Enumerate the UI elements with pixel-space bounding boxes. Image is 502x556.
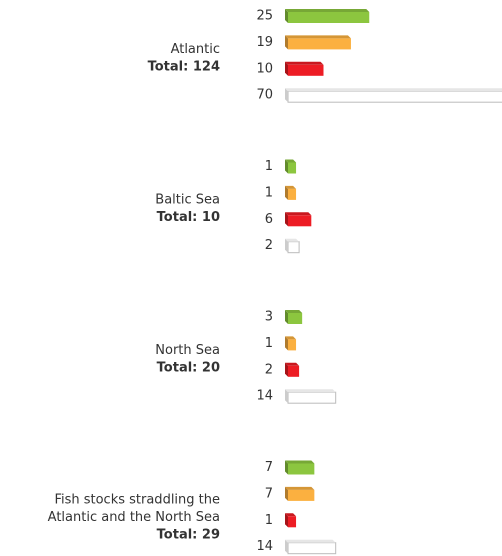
category-label: Fish stocks straddling the	[54, 493, 220, 508]
bar	[285, 61, 324, 76]
bar-face	[288, 162, 297, 174]
bar	[285, 486, 315, 501]
value-label: 10	[256, 61, 273, 76]
bar-face	[288, 365, 300, 377]
bar	[285, 513, 297, 528]
bar-face	[285, 88, 288, 103]
value-label: 2	[265, 238, 273, 253]
bar-face	[285, 9, 288, 23]
bar-face	[285, 185, 297, 189]
group-total: Total: 10	[157, 210, 220, 225]
bar-face	[285, 389, 336, 393]
bar-face	[285, 159, 297, 163]
bar-face	[288, 188, 297, 200]
bar-face	[285, 336, 297, 340]
bar	[285, 539, 337, 555]
bar	[285, 185, 297, 200]
bar-face	[285, 61, 288, 76]
bar-face	[288, 215, 312, 227]
category-label: Atlantic	[171, 42, 220, 57]
value-label: 70	[256, 88, 273, 103]
value-label: 19	[256, 35, 273, 50]
value-label: 6	[265, 212, 273, 227]
bar-face	[285, 185, 288, 200]
bar-face	[285, 238, 288, 253]
bar	[285, 460, 315, 475]
bar-face	[287, 90, 502, 103]
bar-face	[285, 310, 303, 313]
bar	[285, 389, 337, 404]
bar-face	[285, 35, 288, 50]
bar-face	[287, 391, 337, 404]
bar	[285, 336, 297, 351]
value-label: 14	[256, 539, 273, 554]
bar-face	[287, 241, 300, 254]
bar	[285, 212, 312, 227]
group-total: Total: 124	[148, 59, 220, 74]
value-label: 1	[265, 513, 273, 528]
bar-face	[288, 516, 297, 528]
bar-face	[285, 88, 502, 92]
bar-face	[285, 389, 288, 404]
bar	[285, 238, 300, 254]
value-label: 2	[265, 362, 273, 377]
bar	[285, 9, 370, 23]
bar-face	[285, 159, 288, 174]
value-label: 1	[265, 185, 273, 200]
bar	[285, 88, 502, 103]
bar	[285, 362, 300, 377]
value-label: 7	[265, 460, 273, 475]
bar-face	[288, 313, 303, 324]
bar-face	[285, 460, 288, 475]
bar-face	[285, 310, 288, 324]
bar-face	[288, 38, 351, 50]
bar-face	[285, 539, 336, 543]
bar-face	[285, 362, 300, 366]
bar-face	[285, 238, 300, 242]
bar-face	[288, 339, 297, 351]
value-label: 25	[256, 9, 273, 24]
bar	[285, 159, 297, 174]
bar-face	[285, 460, 315, 464]
category-label: North Sea	[155, 343, 220, 358]
value-label: 14	[256, 389, 273, 404]
group-total: Total: 29	[157, 528, 220, 543]
bar	[285, 35, 351, 50]
bar-face	[288, 463, 315, 475]
bar-face	[288, 489, 315, 501]
category-label: Atlantic and the North Sea	[48, 510, 220, 525]
bar-face	[285, 212, 288, 227]
value-label: 7	[265, 486, 273, 501]
value-label: 1	[265, 159, 273, 174]
category-label: Baltic Sea	[155, 192, 220, 207]
bar-face	[285, 336, 288, 351]
bar-face	[288, 64, 324, 76]
bar-face	[285, 486, 315, 490]
bar-face	[285, 486, 288, 501]
value-label: 1	[265, 336, 273, 351]
bar-face	[285, 513, 288, 528]
bar-face	[285, 61, 324, 65]
bar-face	[285, 513, 297, 517]
value-label: 3	[265, 310, 273, 325]
bar-face	[287, 542, 337, 555]
bar-face	[285, 212, 312, 216]
bar	[285, 310, 303, 324]
group-total: Total: 20	[157, 360, 220, 375]
bar-face	[285, 35, 351, 39]
bar-face	[285, 362, 288, 377]
bar-face	[288, 12, 370, 23]
bar-face	[285, 539, 288, 554]
bar-face	[285, 9, 370, 12]
